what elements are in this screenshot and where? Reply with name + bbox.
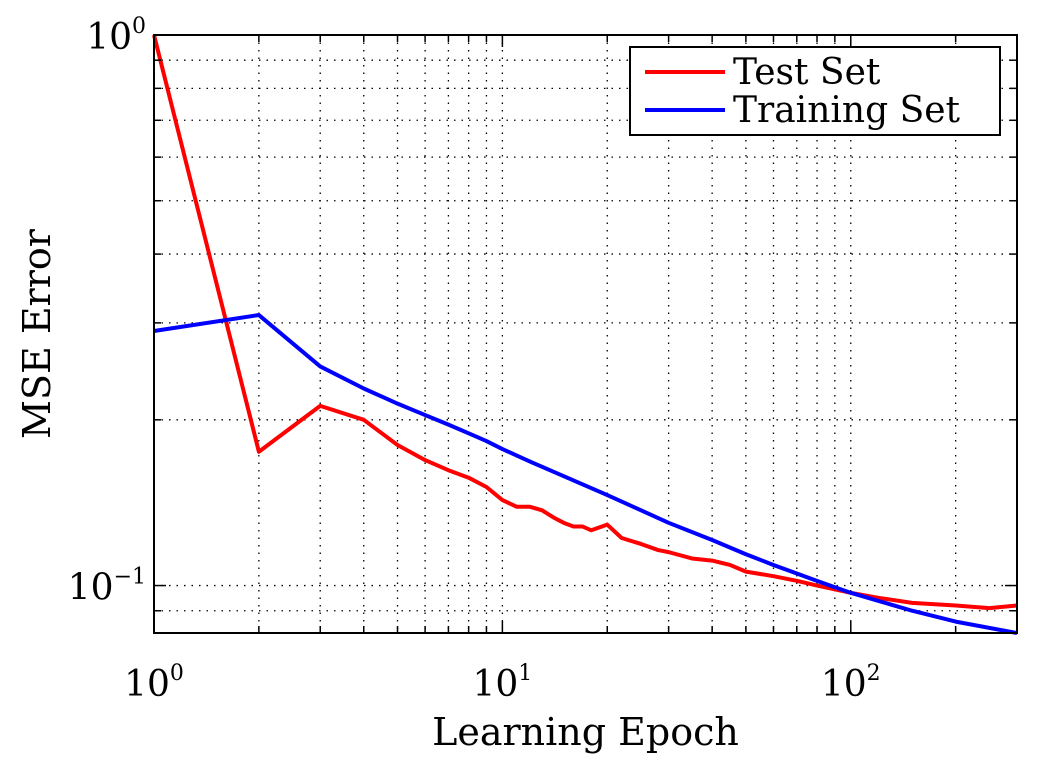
y-tick-label: 100 [86,14,146,58]
legend-label: Test Set [733,52,881,93]
x-tick-label: 102 [821,661,881,705]
y-axis-label: MSE Error [15,228,59,439]
series-layer [152,34,1018,635]
series-line-training-set [153,313,1018,635]
x-tick-label: 101 [472,661,532,705]
grid [154,35,1017,633]
legend-box [629,46,1001,136]
plot-frame [153,34,1018,634]
y-tick-label: 10−1 [68,565,146,609]
x-tick-label: 100 [124,661,184,705]
legend-label: Training Set [733,90,961,131]
series-line-test-set [152,34,1018,611]
x-axis-label: Learning Epoch [432,710,739,754]
ticks: 100 101 102 100 10−1 [68,14,1018,705]
